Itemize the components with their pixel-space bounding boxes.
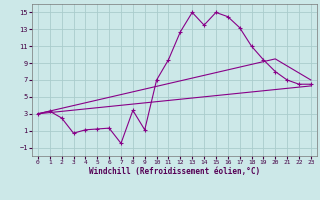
- X-axis label: Windchill (Refroidissement éolien,°C): Windchill (Refroidissement éolien,°C): [89, 167, 260, 176]
